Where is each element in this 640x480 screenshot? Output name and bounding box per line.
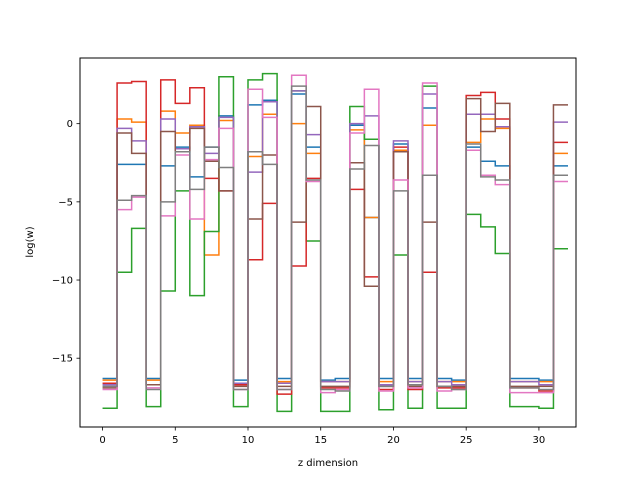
- y-tick-label: −15: [52, 354, 73, 365]
- x-tick-label: 15: [314, 435, 327, 446]
- y-axis: −15 −10 −5 0: [52, 119, 80, 365]
- x-tick-label: 20: [387, 435, 400, 446]
- x-axis-label: z dimension: [298, 458, 358, 469]
- y-tick-label: 0: [67, 119, 73, 130]
- y-tick-label: −10: [52, 276, 73, 287]
- y-axis-label: log(w): [25, 226, 36, 257]
- x-tick-label: 25: [460, 435, 473, 446]
- x-tick-label: 0: [99, 435, 105, 446]
- y-tick-label: −5: [58, 197, 73, 208]
- x-tick-label: 10: [242, 435, 255, 446]
- plot-frame: [79, 57, 577, 428]
- series-layer: [102, 72, 568, 413]
- x-tick-label: 30: [533, 435, 546, 446]
- x-axis: 0 5 10 15 20 25 30: [99, 427, 545, 446]
- x-tick-label: 5: [172, 435, 178, 446]
- series-line-7: [102, 74, 568, 394]
- series-line-8: [102, 85, 568, 392]
